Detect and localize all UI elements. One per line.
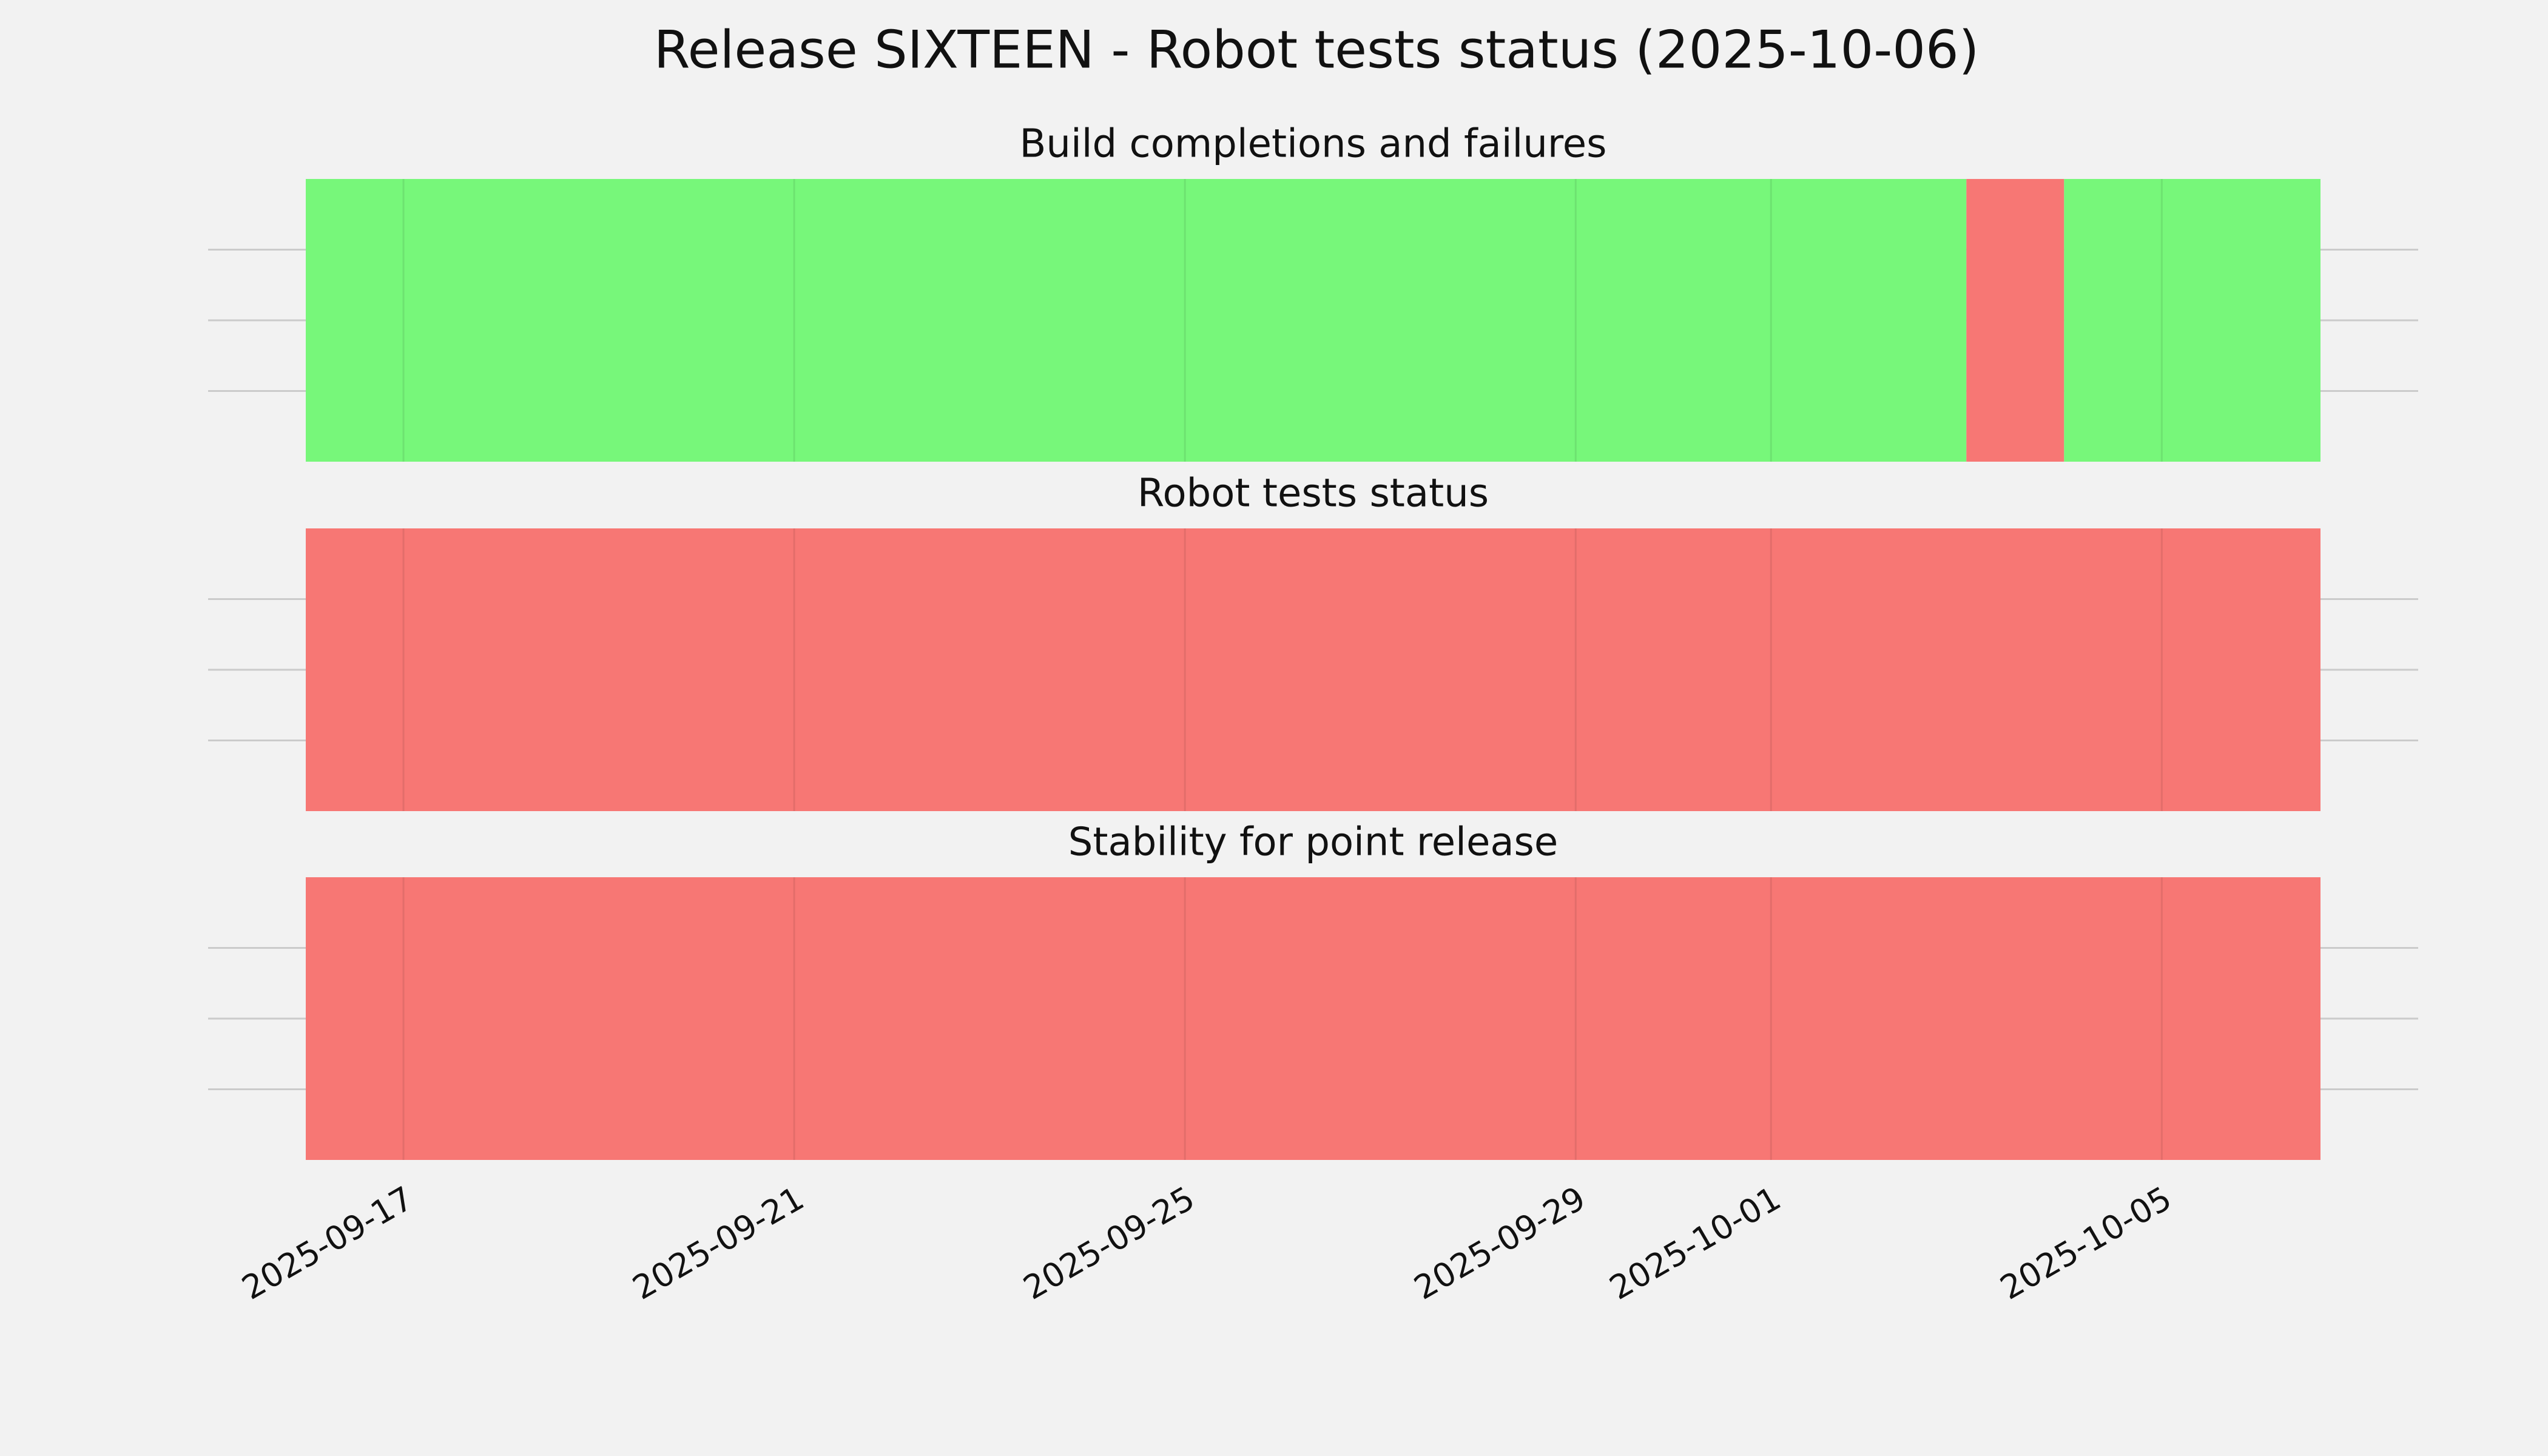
status-span bbox=[2064, 179, 2320, 462]
figure-title: Release SIXTEEN - Robot tests status (20… bbox=[654, 19, 1980, 80]
subplot-title: Stability for point release bbox=[1068, 820, 1559, 865]
status-span bbox=[306, 179, 1967, 462]
status-span bbox=[1966, 179, 2064, 462]
status-span bbox=[306, 528, 2320, 811]
subplot-title: Robot tests status bbox=[1138, 471, 1489, 516]
subplot-title: Build completions and failures bbox=[1020, 122, 1607, 167]
status-span bbox=[306, 877, 2320, 1160]
